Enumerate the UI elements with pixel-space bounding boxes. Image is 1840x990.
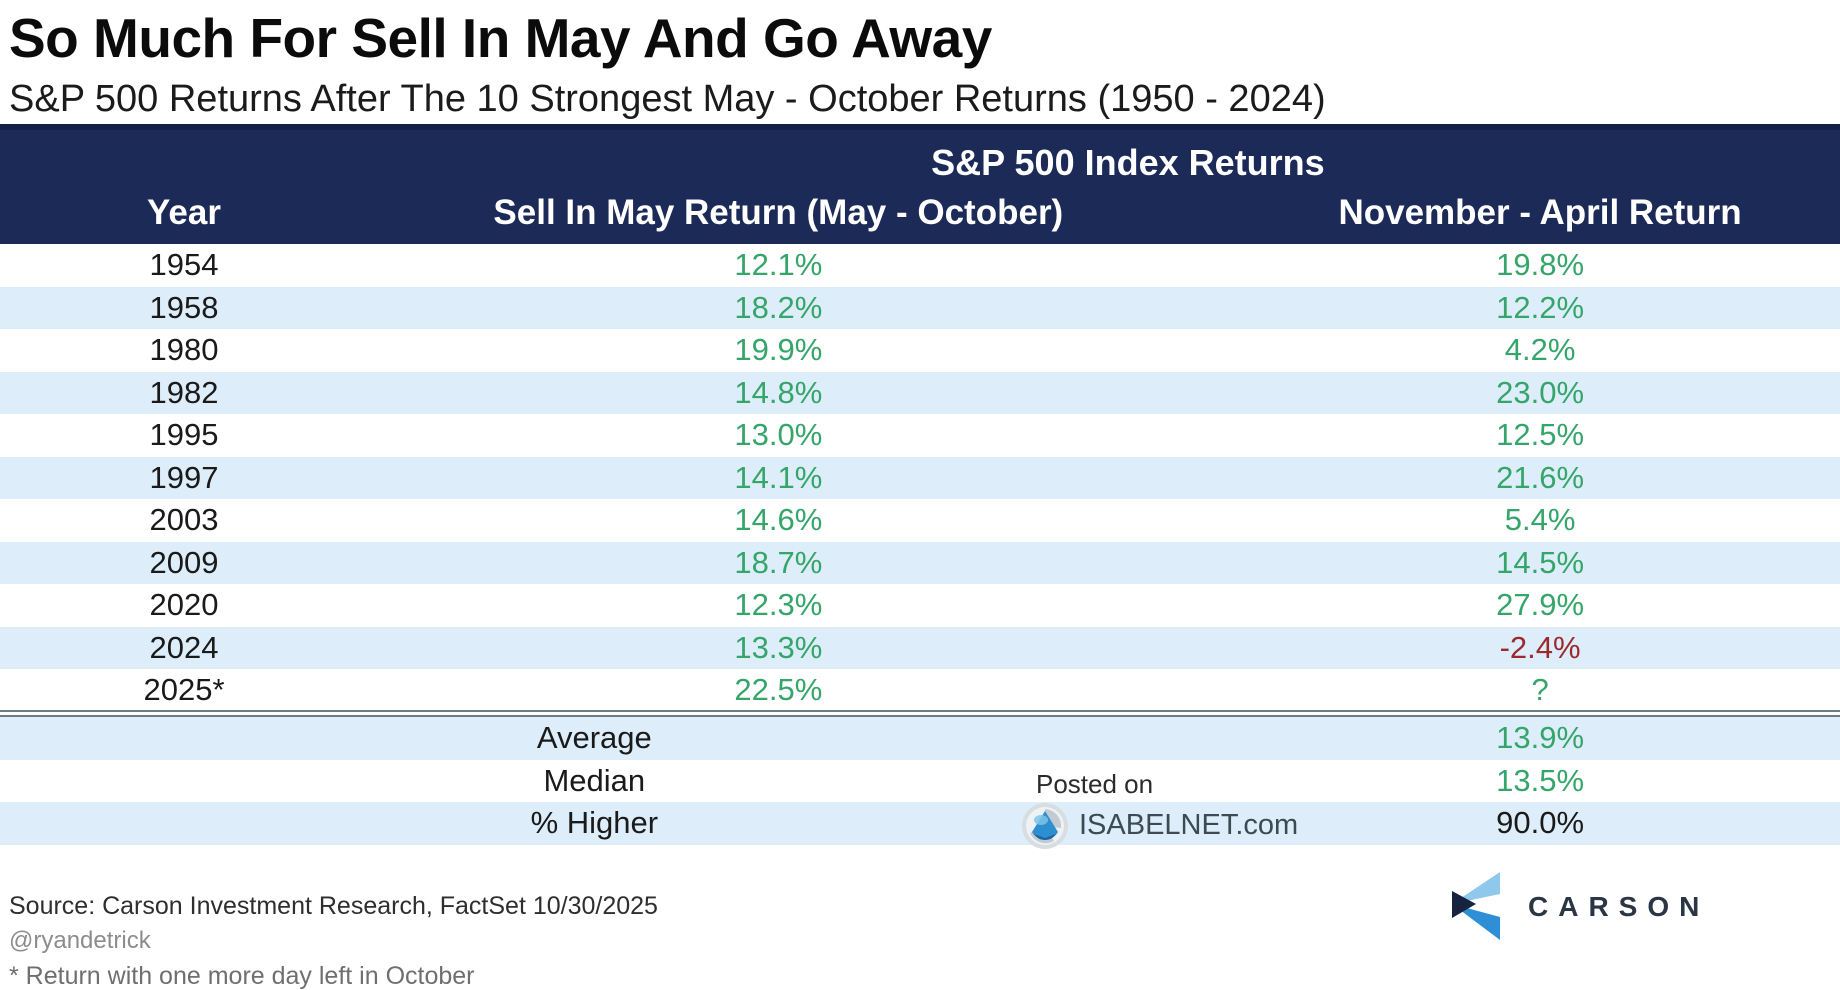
nov-return-cell: -2.4% [1499,629,1581,665]
table-rows: 1954 12.1% 19.8% 1958 18.2% 12.2% 1980 1… [0,244,1840,713]
footer-source: Source: Carson Investment Research, Fact… [9,892,658,920]
summary-row: % Higher 90.0% [0,802,1840,845]
table-row: 1995 13.0% 12.5% [0,414,1840,457]
nov-return-cell: 19.8% [1496,247,1585,282]
summary-rows: Average 13.9% Median 13.5% % Higher 90.0… [0,717,1840,845]
table-row: 1958 18.2% 12.2% [0,286,1840,330]
table-row: 2025* 22.5% ? [0,669,1840,713]
table-row: 1954 12.1% 19.8% [0,244,1840,287]
nov-return-cell: 4.2% [1504,332,1576,368]
nov-return-cell: 21.6% [1496,459,1585,495]
col-header-nov-apr: November - April Return [1338,193,1742,232]
nov-return-cell: 12.5% [1496,417,1585,453]
year-cell: 1958 [149,289,219,325]
nov-return-cell: ? [1531,672,1549,708]
year-cell: 1997 [149,459,219,495]
summary-label: Median [543,762,646,798]
footer-handle: @ryandetrick [9,927,151,954]
sell-return-cell: 14.6% [734,502,823,538]
group-header-label: S&P 500 Index Returns [931,142,1325,183]
sell-return-cell: 13.3% [734,629,823,665]
table-row: 1997 14.1% 21.6% [0,456,1840,500]
table-row: 2024 13.3% -2.4% [0,626,1840,670]
summary-value: 13.9% [1496,720,1585,755]
summary-row: Median 13.5% [0,759,1840,803]
col-header-year: Year [147,193,221,232]
carson-logo-text: CARSON [1528,891,1710,922]
year-cell: 2024 [149,629,219,665]
table-row: 2009 18.7% 14.5% [0,541,1840,585]
table-row: 2003 14.6% 5.4% [0,499,1840,542]
sell-return-cell: 18.7% [734,544,823,580]
nov-return-cell: 14.5% [1496,544,1585,580]
nov-return-cell: 23.0% [1496,374,1585,410]
column-headers: Year Sell In May Return (May - October) … [0,188,1840,238]
footer-footnote: * Return with one more day left in Octob… [9,962,475,990]
year-cell: 1982 [149,374,219,410]
year-cell: 1980 [149,332,219,368]
table-row: 2020 12.3% 27.9% [0,584,1840,627]
summary-separator [0,710,1840,717]
page-title: So Much For Sell In May And Go Away [9,7,992,69]
title-divider [0,124,1840,130]
summary-value: 90.0% [1496,805,1585,841]
year-cell: 2003 [149,502,219,538]
year-cell: 1995 [149,417,219,453]
summary-label: % Higher [530,805,659,841]
sell-return-cell: 12.1% [734,247,823,282]
table-row: 1982 14.8% 23.0% [0,371,1840,415]
nov-return-cell: 27.9% [1496,587,1585,623]
sell-return-cell: 13.0% [734,417,823,453]
nov-return-cell: 5.4% [1504,502,1576,538]
summary-row: Average 13.9% [0,717,1840,760]
summary-value: 13.5% [1496,762,1585,798]
sell-return-cell: 12.3% [734,587,823,623]
year-cell: 2020 [149,587,219,623]
col-header-sell-in-may: Sell In May Return (May - October) [493,193,1064,232]
sell-return-cell: 14.1% [734,459,823,495]
carson-logo-icon [1452,872,1500,940]
summary-label: Average [536,720,652,755]
table-header: S&P 500 Index Returns Year Sell In May R… [0,130,1840,244]
sell-return-cell: 22.5% [734,672,823,708]
nov-return-cell: 12.2% [1496,289,1585,325]
year-cell: 1954 [149,247,219,282]
year-cell: 2025* [143,672,225,708]
table-row: 1980 19.9% 4.2% [0,329,1840,372]
page-subtitle: S&P 500 Returns After The 10 Strongest M… [9,78,1326,120]
year-cell: 2009 [149,544,219,580]
sell-return-cell: 18.2% [734,289,823,325]
sell-return-cell: 14.8% [734,374,823,410]
sell-return-cell: 19.9% [734,332,823,368]
